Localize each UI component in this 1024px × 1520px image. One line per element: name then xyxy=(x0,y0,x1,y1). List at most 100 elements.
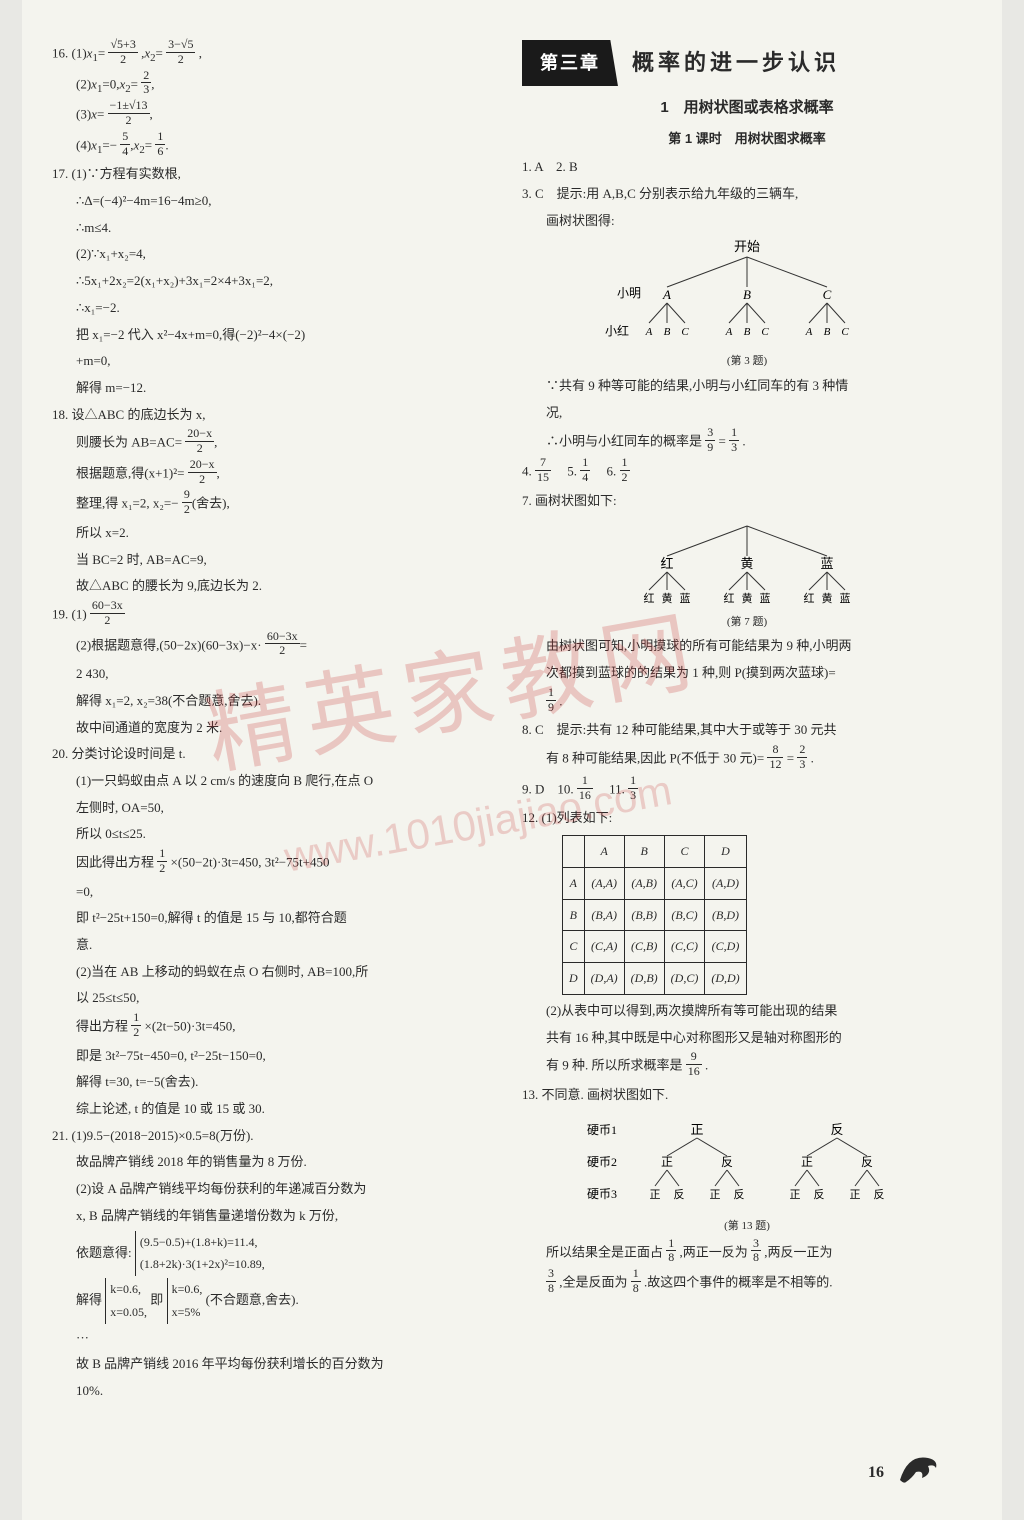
q16-2: (2)x1=0,x2= 23, xyxy=(52,71,502,100)
svg-text:开始: 开始 xyxy=(734,239,760,254)
svg-text:小红: 小红 xyxy=(605,323,629,338)
svg-text:硬币2: 硬币2 xyxy=(587,1155,617,1169)
q20-11: 得出方程 12 ×(2t−50)·3t=450, xyxy=(52,1013,502,1042)
q21-1: 21. (1)9.5−(2018−2015)×0.5=8(万份). xyxy=(52,1124,502,1149)
r-l8: 7. 画树状图如下: xyxy=(522,489,972,514)
q17-6: ∴x₁=−2. xyxy=(52,296,502,321)
q20-5: 因此得出方程 12 ×(50−2t)·3t=450, 3t²−75t+450 xyxy=(52,849,502,878)
r-l11: 19 . xyxy=(522,688,972,717)
r-l7: 4. 715 5. 14 6. 12 xyxy=(522,458,972,487)
q17-4: (2)∵x₁+x₂=4, xyxy=(52,242,502,267)
table-row: A(A,A)(A,B)(A,C)(A,D) xyxy=(563,867,747,899)
table-row: D(D,A)(D,B)(D,C)(D,D) xyxy=(563,963,747,995)
q20-14: 综上论述, t 的值是 10 或 15 或 30. xyxy=(52,1097,502,1122)
r-l3: 画树状图得: xyxy=(522,209,972,234)
page-number: 16 xyxy=(868,1464,884,1482)
q20-2: (1)一只蚂蚁由点 A 以 2 cm/s 的速度向 B 爬行,在点 O xyxy=(52,769,502,794)
right-column: 第三章 概率的进一步认识 1 用树状图或表格求概率 第 1 课时 用树状图求概率… xyxy=(522,40,972,1500)
svg-text:A: A xyxy=(662,287,671,302)
r-l12: 8. C 提示:共有 12 种可能结果,其中大于或等于 30 元共 xyxy=(522,718,972,743)
q19-2: (2)根据题意得,(50−2x)(60−3x)−x· 60−3x2= xyxy=(52,632,502,661)
svg-text:反: 反 xyxy=(830,1122,843,1137)
left-column: 16. (1)x1= √5+32 ,x2= 3−√52 , (2)x1=0,x2… xyxy=(52,40,502,1500)
svg-text:黄: 黄 xyxy=(822,591,833,605)
svg-text:正: 正 xyxy=(650,1189,661,1201)
svg-text:B: B xyxy=(744,326,751,338)
q21-3: (2)设 A 品牌产销线平均每份获利的年递减百分数为 xyxy=(52,1177,502,1202)
q18-7: 故△ABC 的腰长为 9,底边长为 2. xyxy=(52,574,502,599)
q20-7: 即 t²−25t+150=0,解得 t 的值是 15 与 10,都符合题 xyxy=(52,906,502,931)
q18-3: 根据题意,得(x+1)²= 20−x2, xyxy=(52,460,502,489)
table-row: C(C,A)(C,B)(C,C)(C,D) xyxy=(563,931,747,963)
q17-8: +m=0, xyxy=(52,349,502,374)
chapter-banner: 第三章 概率的进一步认识 xyxy=(522,40,972,86)
r-l10: 次都摸到蓝球的的结果为 1 种,则 P(摸到两次蓝球)= xyxy=(522,661,972,686)
svg-text:正: 正 xyxy=(661,1155,673,1169)
svg-text:红: 红 xyxy=(660,556,673,571)
q20-1: 20. 分类讨论设时间是 t. xyxy=(52,742,502,767)
q21-8: 故 B 品牌产销线 2016 年平均每份获利增长的百分数为 xyxy=(52,1352,502,1377)
tree-diagram-1: 开始 小明 A B C 小红 A B C A B C A B C xyxy=(587,237,907,347)
q16-4: (4)x1=− 54,x2= 16. xyxy=(52,132,502,161)
svg-text:C: C xyxy=(841,326,849,338)
q19-5: 故中间通道的宽度为 2 米. xyxy=(52,716,502,741)
svg-text:蓝: 蓝 xyxy=(760,592,771,605)
q21-2: 故品牌产销线 2018 年的销售量为 8 万份. xyxy=(52,1150,502,1175)
q21-7: ··· xyxy=(52,1326,502,1351)
svg-text:B: B xyxy=(824,326,831,338)
q19-3: 2 430, xyxy=(52,662,502,687)
r-l13: 有 8 种可能结果,因此 P(不低于 30 元)= 812 = 23 . xyxy=(522,745,972,774)
r-l20: 所以结果全是正面占 18 ,两正一反为 38 ,两反一正为 xyxy=(522,1239,972,1268)
svg-text:红: 红 xyxy=(644,592,655,605)
r-l2: 3. C 提示:用 A,B,C 分别表示给九年级的三辆车, xyxy=(522,182,972,207)
chapter-tab: 第三章 xyxy=(522,40,618,86)
svg-text:正: 正 xyxy=(710,1189,721,1201)
q20-12: 即是 3t²−75t−450=0, t²−25t−150=0, xyxy=(52,1044,502,1069)
r-l1: 1. A 2. B xyxy=(522,155,972,180)
q19-1: 19. (1) 60−3x2 xyxy=(52,601,502,630)
svg-text:反: 反 xyxy=(814,1188,825,1201)
table-row: B(B,A)(B,B)(B,C)(B,D) xyxy=(563,899,747,931)
tree3-caption: (第 13 题) xyxy=(522,1216,972,1237)
r-l17: 共有 16 种,其中既是中心对称图形又是轴对称图形的 xyxy=(522,1026,972,1051)
q16-1: 16. (1)x1= √5+32 ,x2= 3−√52 , xyxy=(52,40,502,69)
footer: 16 xyxy=(868,1444,942,1502)
svg-text:正: 正 xyxy=(690,1122,703,1137)
r-l18: 有 9 种. 所以所求概率是 916 . xyxy=(522,1052,972,1081)
svg-text:C: C xyxy=(761,326,769,338)
q17-3: ∴m≤4. xyxy=(52,216,502,241)
q20-10: 以 25≤t≤50, xyxy=(52,986,502,1011)
svg-text:红: 红 xyxy=(804,592,815,605)
q17-2: ∴Δ=(−4)²−4m=16−4m≥0, xyxy=(52,189,502,214)
svg-text:A: A xyxy=(645,326,653,338)
r-l6: ∴小明与小红同车的概率是 39 = 13 . xyxy=(522,428,972,457)
svg-text:蓝: 蓝 xyxy=(820,556,833,571)
dolphin-icon xyxy=(894,1444,942,1502)
svg-text:C: C xyxy=(681,326,689,338)
tree1-caption: (第 3 题) xyxy=(522,351,972,372)
tree-diagram-2: 红 黄 蓝 红 黄 蓝 红 黄 蓝 红 黄 蓝 xyxy=(607,518,887,608)
svg-text:C: C xyxy=(823,287,832,302)
q21-5: 依题意得: (9.5−0.5)+(1.8+k)=11.4, (1.8+2k)·3… xyxy=(52,1231,502,1277)
q18-2: 则腰长为 AB=AC= 20−x2, xyxy=(52,429,502,458)
pairs-table: A B C D A(A,A)(A,B)(A,C)(A,D) B(B,A)(B,B… xyxy=(562,835,747,995)
q21-4: x, B 品牌产销线的年销售量递增份数为 k 万份, xyxy=(52,1204,502,1229)
chapter-title: 概率的进一步认识 xyxy=(632,42,840,84)
r-l21: 38 ,全是反面为 18 .故这四个事件的概率是不相等的. xyxy=(522,1269,972,1298)
r-l5: 况, xyxy=(522,401,972,426)
q20-9: (2)当在 AB 上移动的蚂蚁在点 O 右侧时, AB=100,所 xyxy=(52,960,502,985)
r-l14: 9. D 10. 116 11. 13 xyxy=(522,776,972,805)
svg-text:黄: 黄 xyxy=(740,556,753,571)
svg-text:反: 反 xyxy=(861,1155,873,1169)
q18-4: 整理,得 x₁=2, x₂=− 92(舍去), xyxy=(52,490,502,519)
q20-8: 意. xyxy=(52,933,502,958)
svg-text:小明: 小明 xyxy=(617,286,641,300)
svg-text:正: 正 xyxy=(801,1155,813,1169)
svg-text:反: 反 xyxy=(674,1188,685,1201)
q17-5: ∴5x₁+2x₂=2(x₁+x₂)+3x₁=2×4+3x₁=2, xyxy=(52,269,502,294)
svg-text:蓝: 蓝 xyxy=(840,592,851,605)
q20-4: 所以 0≤t≤25. xyxy=(52,822,502,847)
q18-5: 所以 x=2. xyxy=(52,521,502,546)
svg-text:A: A xyxy=(805,326,813,338)
lesson-title: 第 1 课时 用树状图求概率 xyxy=(522,127,972,152)
